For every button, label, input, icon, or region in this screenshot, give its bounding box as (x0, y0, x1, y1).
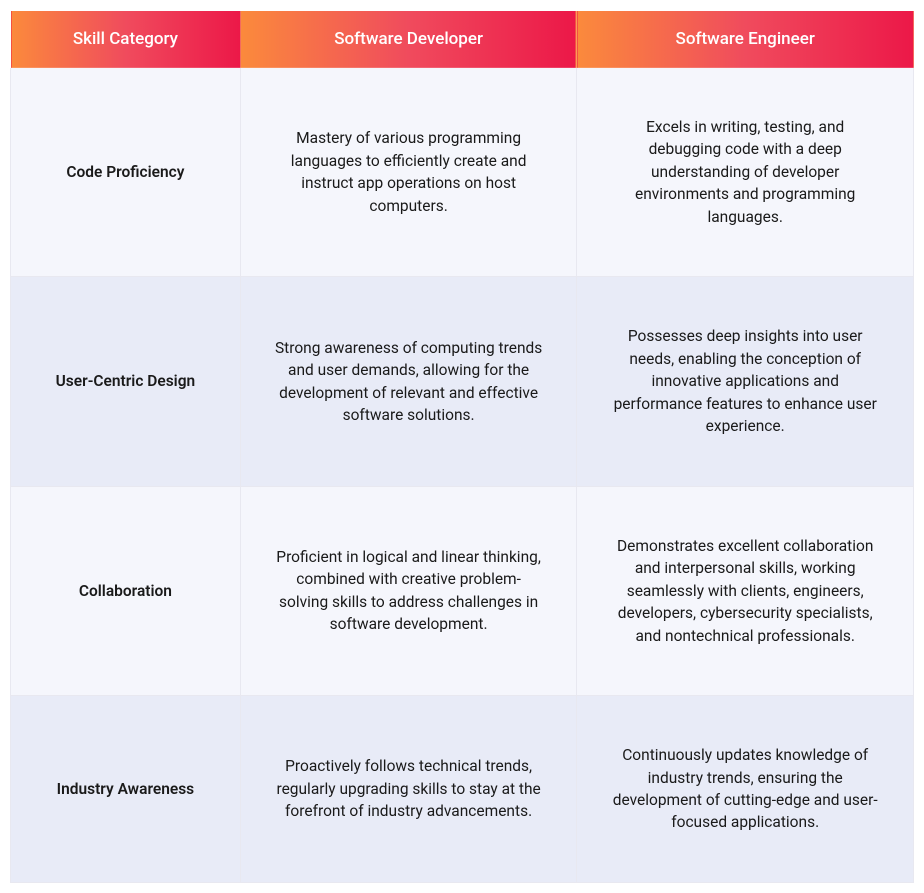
engineer-cell: Continuously updates knowledge of indust… (577, 696, 914, 883)
category-label: User-Centric Design (11, 277, 241, 486)
developer-cell: Proactively follows technical trends, re… (240, 696, 577, 883)
table-row: User-Centric Design Strong awareness of … (11, 277, 914, 486)
developer-cell: Mastery of various programming languages… (240, 68, 577, 277)
table-row: Collaboration Proficient in logical and … (11, 486, 914, 695)
table-row: Industry Awareness Proactively follows t… (11, 696, 914, 883)
header-skill-category: Skill Category (11, 11, 241, 68)
category-label: Industry Awareness (11, 696, 241, 883)
developer-cell: Strong awareness of computing trends and… (240, 277, 577, 486)
header-software-developer: Software Developer (240, 11, 577, 68)
header-software-engineer: Software Engineer (577, 11, 914, 68)
table-row: Code Proficiency Mastery of various prog… (11, 68, 914, 277)
developer-cell: Proficient in logical and linear thinkin… (240, 486, 577, 695)
comparison-table: Skill Category Software Developer Softwa… (10, 10, 914, 883)
engineer-cell: Excels in writing, testing, and debuggin… (577, 68, 914, 277)
engineer-cell: Possesses deep insights into user needs,… (577, 277, 914, 486)
engineer-cell: Demonstrates excellent collaboration and… (577, 486, 914, 695)
category-label: Code Proficiency (11, 68, 241, 277)
table-header-row: Skill Category Software Developer Softwa… (11, 11, 914, 68)
category-label: Collaboration (11, 486, 241, 695)
